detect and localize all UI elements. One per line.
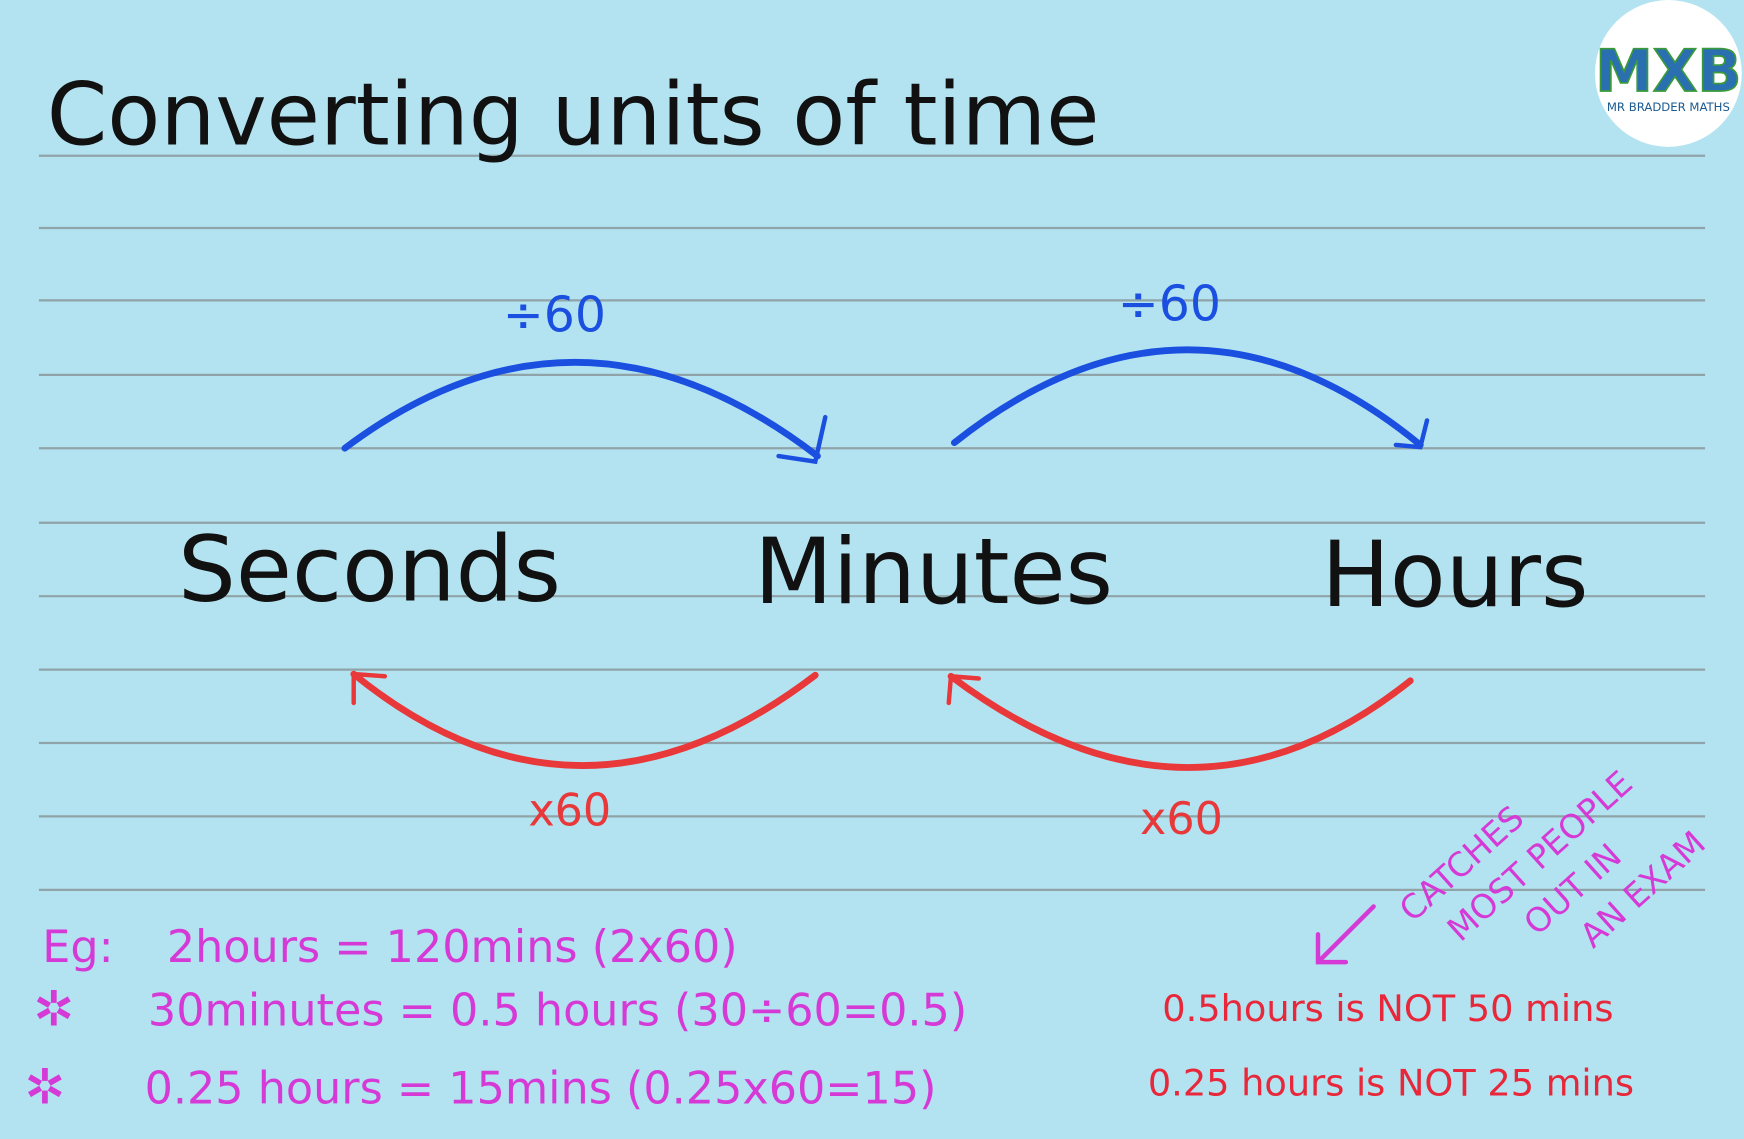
logo-circle: [1594, 0, 1742, 147]
example-text: 30minutes = 0.5 hours (30÷60=0.5): [148, 986, 967, 1037]
arrowhead: [1393, 418, 1430, 450]
example-text: 2hours = 120mins (2x60): [167, 922, 738, 973]
example-marker: Eg:: [42, 922, 113, 973]
logo-letters: MXB: [1595, 37, 1741, 105]
arrow-label: ÷60: [1118, 275, 1221, 332]
logo: MXB MR BRADDER MATHS: [1594, 0, 1742, 147]
arrow-label: x60: [528, 785, 611, 836]
ruled-lines: [38, 154, 1706, 891]
example-marker: ✲: [24, 1058, 65, 1115]
arrows: [341, 346, 1430, 965]
arrowhead: [946, 673, 981, 706]
arrowhead: [776, 414, 828, 465]
arrow-multiply: [350, 670, 819, 769]
arrow-divide: [341, 359, 821, 460]
logo-caption: MR BRADDER MATHS: [1607, 100, 1730, 114]
callout-arrow: [1315, 904, 1376, 965]
node-label: Hours: [1321, 521, 1588, 628]
node-label: Seconds: [178, 516, 561, 623]
examples: Eg: 2hours = 120mins (2x60) ✲ 30minutes …: [24, 922, 1634, 1115]
arrow-label: x60: [1140, 794, 1223, 845]
arrowhead: [351, 671, 388, 706]
example-marker: ✲: [33, 981, 74, 1038]
arrow-label: ÷60: [503, 286, 606, 343]
arrow-multiply: [947, 672, 1414, 771]
title: Converting units of time: [47, 65, 1100, 166]
node-label: Minutes: [754, 518, 1113, 625]
example-text: 0.25 hours = 15mins (0.25x60=15): [145, 1063, 937, 1114]
example-note: 0.5hours is NOT 50 mins: [1162, 987, 1613, 1030]
example-note: 0.25 hours is NOT 25 mins: [1148, 1062, 1634, 1105]
arrow-divide: [950, 346, 1424, 449]
